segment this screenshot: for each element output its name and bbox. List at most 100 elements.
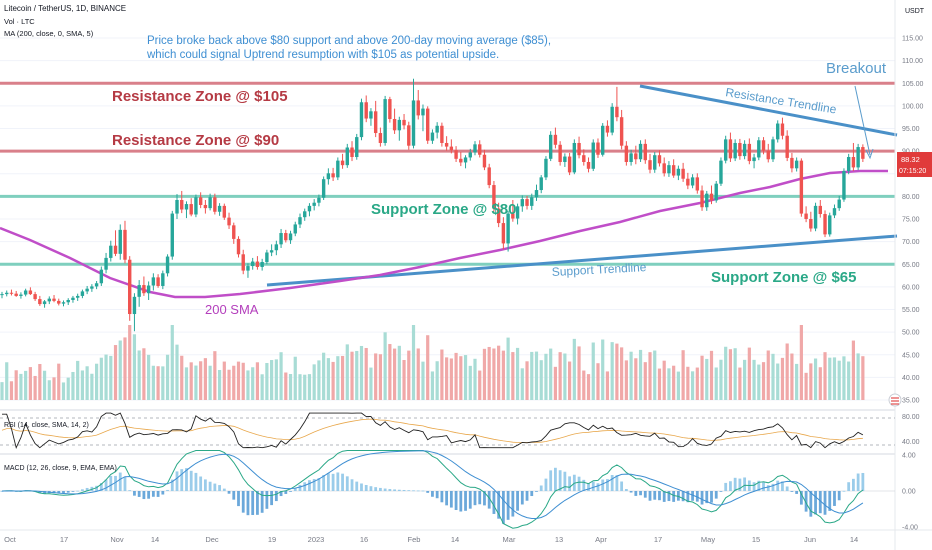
candle-body (596, 142, 600, 155)
macd-histogram-bar (776, 480, 780, 491)
price-tick-label: 40.00 (902, 375, 920, 382)
price-tick-label: 75.00 (902, 217, 920, 224)
macd-histogram-bar (251, 491, 255, 515)
volume-bar (383, 332, 387, 400)
macd-histogram-bar (596, 483, 600, 491)
candle (501, 217, 506, 250)
candle-body (440, 125, 444, 143)
candle-body (57, 300, 61, 304)
candle (250, 257, 255, 270)
macd-histogram-bar (85, 487, 89, 491)
candle-body (213, 197, 217, 212)
volume-bar (279, 352, 283, 400)
candle (861, 144, 865, 162)
volume-bar (416, 348, 420, 400)
volume-bar (690, 371, 695, 400)
breakout-arrow-line (854, 85, 871, 156)
candle (241, 249, 245, 275)
candle-body (369, 111, 373, 119)
candle (80, 289, 85, 299)
candle-body (19, 294, 23, 296)
volume-bar (369, 367, 373, 400)
volume-bar (407, 350, 411, 400)
candle-body (241, 254, 245, 271)
candle-body (582, 155, 586, 162)
candle-body (601, 125, 605, 155)
macd-histogram-bar (643, 491, 647, 498)
macd-histogram-bar (729, 481, 732, 491)
macd-histogram-bar (270, 491, 274, 506)
volume-bar (705, 358, 709, 400)
volume-legend: Vol · LTC (4, 17, 35, 26)
volume-bar (241, 362, 245, 400)
candle-body (681, 168, 685, 179)
time-tick-label: Feb (408, 535, 421, 544)
candle (582, 149, 586, 166)
volume-bar (454, 352, 458, 400)
candle (459, 152, 463, 167)
candle (47, 296, 51, 305)
candle (790, 152, 794, 173)
candle (298, 213, 302, 229)
macd-histogram-bar (364, 484, 368, 491)
candle-body (208, 197, 212, 209)
chart-settings-icon[interactable] (888, 393, 902, 407)
macd-histogram-bar (203, 479, 207, 491)
macd-histogram-bar (724, 482, 728, 491)
candle-body (189, 204, 193, 215)
candle-body (317, 197, 321, 203)
candle-body (444, 142, 449, 147)
macd-histogram-bar (691, 491, 694, 501)
macd-histogram-bar (256, 491, 259, 515)
candle-body (397, 119, 402, 131)
volume-bar (80, 370, 85, 400)
macd-histogram-bar (341, 473, 344, 491)
macd-histogram-bar (781, 481, 784, 491)
macd-panel: 4.00 0.00 -4.00 (0, 450, 918, 532)
candle (842, 168, 846, 202)
volume-bar (582, 370, 586, 400)
volume-bar (577, 346, 581, 400)
time-tick-label: 13 (555, 535, 563, 544)
volume-bar (317, 360, 321, 400)
candle-body (336, 160, 340, 178)
volume-bar (785, 343, 789, 400)
macd-histogram-bar (95, 485, 98, 491)
candle-body (426, 108, 430, 141)
candle (851, 142, 856, 172)
macd-histogram-bar (700, 491, 704, 505)
candle (657, 150, 662, 167)
macd-histogram-bar (823, 491, 827, 515)
candle (444, 136, 449, 151)
candle (260, 258, 264, 271)
candle-body (837, 199, 841, 209)
macd-histogram-bar (331, 473, 335, 491)
price-tick-label: 110.00 (902, 58, 923, 65)
candle-body (156, 277, 160, 286)
candle (776, 120, 780, 143)
candle-body (109, 245, 113, 258)
candle-body (355, 137, 359, 158)
rsi-tick-label: 40.00 (902, 439, 920, 446)
volume-bar (109, 355, 113, 400)
macd-histogram-bar (591, 481, 595, 491)
candle (198, 192, 203, 209)
macd-histogram-bar (842, 490, 846, 492)
candle-body (321, 179, 326, 198)
volume-bar (795, 363, 799, 400)
macd-histogram-bar (402, 489, 406, 491)
macd-histogram-bar (274, 491, 278, 502)
macd-histogram-bar (412, 490, 415, 492)
candle-body (14, 293, 18, 296)
candle-body (47, 298, 51, 302)
candle-body (123, 229, 127, 260)
volume-bar (482, 348, 487, 400)
volume-bar (497, 345, 501, 400)
macd-histogram-bar (355, 481, 359, 491)
volume-bar (322, 352, 326, 400)
candle (407, 121, 411, 150)
candle-body (823, 214, 827, 235)
candle (184, 201, 189, 219)
volume-bar (676, 371, 680, 400)
